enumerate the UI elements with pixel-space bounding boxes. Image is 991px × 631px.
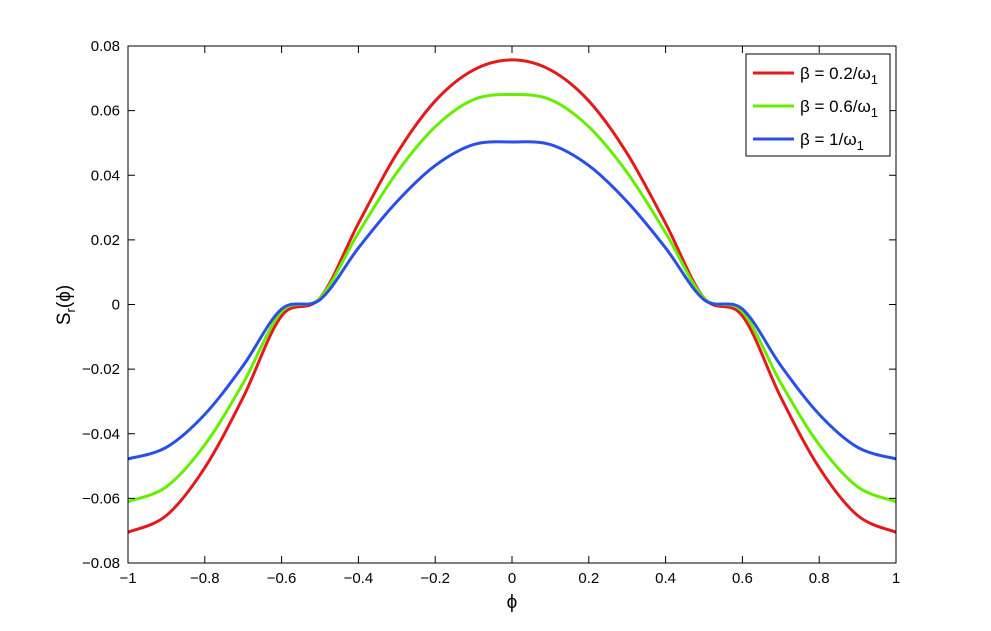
series-line-3 [127, 140, 897, 461]
y-tick-label: −0.08 [82, 555, 120, 572]
x-tick-label: 0.6 [732, 570, 753, 587]
y-axis-label-base: S [54, 312, 75, 325]
series-lines [127, 58, 897, 534]
x-tick-label: 0.8 [809, 570, 830, 587]
legend-label-series-3: β = 1/ω1 [800, 130, 864, 153]
legend-label-series-1: β = 0.2/ω1 [800, 64, 878, 87]
x-tick-label: −1 [119, 570, 136, 587]
y-tick-label: 0.08 [91, 38, 120, 55]
x-tick-label: 0.2 [578, 570, 599, 587]
y-tick-label: 0.04 [91, 167, 120, 184]
y-tick-label: −0.02 [82, 361, 120, 378]
series-line-1 [127, 58, 897, 534]
x-tick-label: 1 [892, 570, 900, 587]
y-tick-label: −0.04 [82, 426, 120, 443]
x-tick-label: 0 [508, 570, 516, 587]
series-line-2 [127, 92, 897, 504]
y-tick-label: −0.06 [82, 490, 120, 507]
y-axis-ticks: −0.08 −0.06 −0.04 −0.02 0 0.02 0.04 0.06 0.08 [82, 38, 896, 572]
y-axis-label-subscript: r [63, 307, 78, 312]
x-axis-label: ϕ [507, 592, 518, 613]
x-axis-ticks: −1 −0.8 −0.6 −0.4 −0.2 0 0.2 0.4 0.6 0.8 1 [119, 46, 900, 587]
x-tick-label: 0.4 [655, 570, 676, 587]
y-axis-label-suffix: (ϕ) [54, 285, 75, 308]
y-tick-label: 0.02 [91, 232, 120, 249]
y-axis-label: Sr(ϕ) [54, 285, 78, 325]
x-tick-label: −0.2 [420, 570, 450, 587]
x-tick-label: −0.4 [344, 570, 374, 587]
legend: β = 0.2/ω1 β = 0.6/ω1 β = 1/ω1 [745, 53, 891, 157]
legend-label-series-2: β = 0.6/ω1 [800, 97, 878, 120]
x-tick-label: −0.8 [190, 570, 220, 587]
y-tick-label: 0.06 [91, 103, 120, 120]
x-tick-label: −0.6 [267, 570, 297, 587]
y-tick-label: 0 [112, 297, 120, 314]
